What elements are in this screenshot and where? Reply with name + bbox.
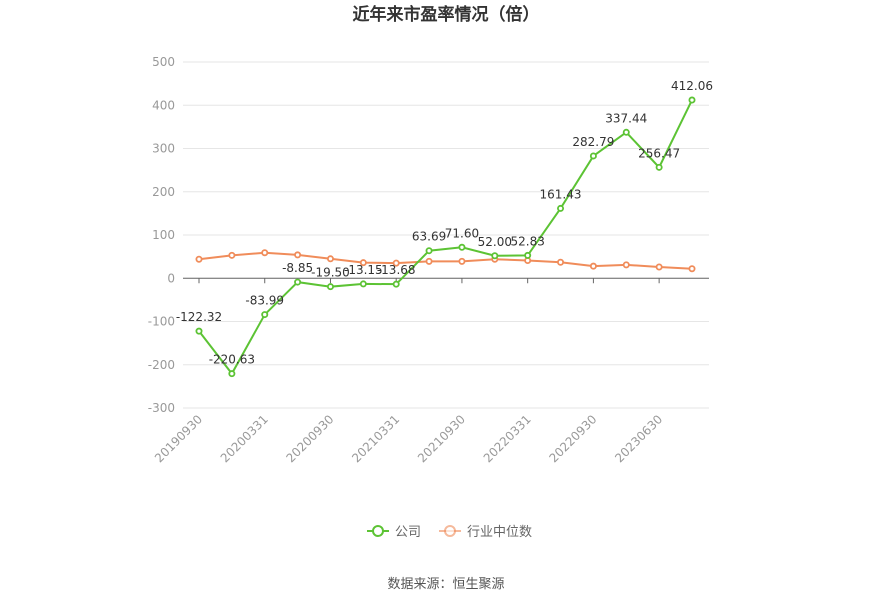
data-point[interactable]	[228, 251, 236, 259]
data-point[interactable]	[425, 247, 433, 255]
data-label: 282.79	[572, 135, 614, 149]
legend-item[interactable]: 行业中位数	[439, 525, 532, 540]
source-note: 数据来源：恒生聚源	[387, 577, 504, 592]
data-point[interactable]	[392, 280, 400, 288]
data-point[interactable]	[557, 258, 565, 266]
y-tick-label: 0	[167, 271, 175, 285]
data-label: 71.60	[445, 226, 479, 240]
x-tick-label: 20210930	[415, 412, 468, 465]
data-label: 63.69	[412, 230, 446, 244]
y-tick-label: 500	[152, 55, 175, 69]
y-tick-label: 200	[152, 185, 175, 199]
series-lines	[195, 96, 696, 378]
data-label: 52.83	[510, 234, 544, 248]
legend-item[interactable]: 公司	[367, 525, 421, 540]
legend-label: 行业中位数	[467, 525, 532, 540]
y-tick-label: -100	[148, 315, 175, 329]
data-point[interactable]	[359, 280, 367, 288]
data-point[interactable]	[458, 257, 466, 265]
data-label: 412.06	[671, 79, 713, 93]
x-tick-label: 20200930	[283, 412, 336, 465]
data-point[interactable]	[261, 249, 269, 257]
y-tick-label: 300	[152, 142, 175, 156]
data-labels: -122.32 -220.63 -83.99 -8.85-19.50-13.15-13…	[176, 79, 713, 367]
data-point[interactable]	[326, 255, 334, 263]
y-tick-label: -200	[148, 358, 175, 372]
data-point[interactable]	[392, 259, 400, 267]
data-point[interactable]	[294, 251, 302, 259]
y-tick-label: 100	[152, 228, 175, 242]
data-point[interactable]	[195, 327, 203, 335]
series-line	[198, 99, 693, 376]
legend[interactable]: 公司 行业中位数	[367, 525, 532, 540]
data-point[interactable]	[589, 262, 597, 270]
y-tick-label: 400	[152, 98, 175, 112]
data-label: 52.00	[478, 235, 512, 249]
data-point[interactable]	[622, 261, 630, 269]
data-point[interactable]	[557, 204, 565, 212]
chart-title: 近年来市盈率情况（倍）	[353, 4, 540, 25]
data-label: -19.50	[311, 266, 350, 280]
y-axis-ticks: 500 400 300 200 100 0 -100 -200 -300	[148, 55, 175, 415]
data-label: 161.43	[540, 187, 582, 201]
data-point[interactable]	[688, 265, 696, 273]
data-point[interactable]	[195, 255, 203, 263]
data-label: 337.44	[605, 111, 647, 125]
x-tick-label: 20230630	[612, 412, 665, 465]
data-point[interactable]	[425, 257, 433, 265]
y-tick-label: -300	[148, 401, 175, 415]
x-axis: 20190930 20200331 20200930 20210331 20210930…	[152, 277, 709, 465]
data-point[interactable]	[294, 278, 302, 286]
data-label: -83.99	[245, 294, 284, 308]
legend-label: 公司	[395, 525, 421, 540]
data-label: -13.15	[344, 263, 383, 277]
data-point[interactable]	[622, 128, 630, 136]
data-point[interactable]	[359, 259, 367, 267]
x-tick-label: 20220331	[481, 412, 534, 465]
data-point[interactable]	[491, 252, 499, 260]
data-point[interactable]	[655, 163, 663, 171]
series-line	[198, 251, 693, 270]
legend-marker-icon	[372, 525, 384, 537]
data-point[interactable]	[228, 370, 236, 378]
legend-marker-icon	[444, 525, 456, 537]
data-point[interactable]	[688, 96, 696, 104]
x-tick-label: 20200331	[218, 412, 271, 465]
data-point[interactable]	[458, 243, 466, 251]
data-label: -122.32	[176, 310, 222, 324]
x-tick-label: 20220930	[546, 412, 599, 465]
data-point[interactable]	[261, 311, 269, 319]
x-tick-label: 20210331	[349, 412, 402, 465]
x-tick-label: 20190930	[152, 412, 205, 465]
data-label: -8.85	[282, 261, 313, 275]
data-point[interactable]	[655, 263, 663, 271]
data-label: -220.63	[209, 353, 255, 367]
data-point[interactable]	[326, 283, 334, 291]
data-point[interactable]	[524, 251, 532, 259]
data-point[interactable]	[589, 152, 597, 160]
data-label: 256.47	[638, 146, 680, 160]
data-label: -13.68	[377, 263, 416, 277]
